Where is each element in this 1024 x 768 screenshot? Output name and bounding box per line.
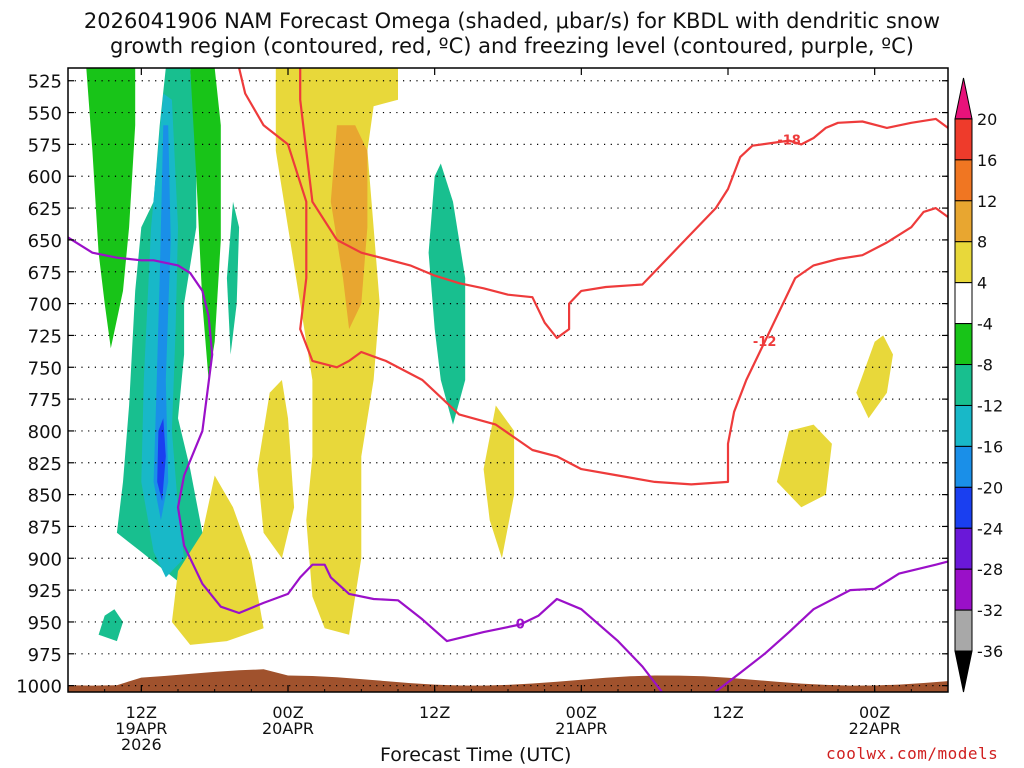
colorbar-label: -32 <box>977 601 1003 620</box>
omega-region-7 <box>190 68 221 380</box>
colorbar-swatch <box>954 282 973 325</box>
omega-region-4 <box>157 418 166 501</box>
contour-line-0 <box>68 236 948 692</box>
x-tick-label: 21APR <box>555 719 607 738</box>
colorbar-label: 8 <box>977 233 987 252</box>
colorbar-label: -8 <box>977 356 993 375</box>
contour-layer: 0 -12 -18 <box>68 68 948 692</box>
x-tick-label: 12Z <box>126 703 157 722</box>
colorbar: 20 16 12 8 4 -4 -8 -12 -16 -20 -24 -28 -32 -36 <box>954 77 1003 693</box>
chart-title-line-2: growth region (contoured, red, ºC) and f… <box>110 34 914 58</box>
y-tick-label: 975 <box>28 645 62 666</box>
y-tick-label: 750 <box>28 358 62 379</box>
y-tick-label: 550 <box>28 104 62 125</box>
colorbar-swatch <box>954 404 973 447</box>
colorbar-cap-bottom <box>954 650 973 693</box>
colorbar-label: 4 <box>977 274 987 293</box>
y-tick-label: 625 <box>28 199 62 220</box>
chart-title-line-1: 2026041906 NAM Forecast Omega (shaded, μ… <box>83 9 941 33</box>
x-axis-title: Forecast Time (UTC) <box>380 744 572 766</box>
y-tick-label: 700 <box>28 295 62 316</box>
colorbar-swatch <box>954 527 973 570</box>
contour-label-1: -12 <box>753 335 777 350</box>
terrain-fill <box>68 669 948 692</box>
colorbar-label: -4 <box>977 315 993 334</box>
omega-region-16 <box>171 475 264 645</box>
x-tick-label: 20APR <box>262 719 314 738</box>
colorbar-label: -20 <box>977 478 1003 497</box>
y-tick-label: 775 <box>28 390 62 411</box>
y-tick-label: 900 <box>28 549 62 570</box>
y-tick-label: 925 <box>28 581 62 602</box>
contour-line-1 <box>238 68 948 486</box>
omega-region-20 <box>856 335 893 419</box>
contour-label-2: -18 <box>777 134 801 149</box>
colorbar-swatch <box>954 118 973 161</box>
colorbar-label: -12 <box>977 396 1003 415</box>
colorbar-swatch <box>954 241 973 284</box>
colorbar-swatch <box>954 200 973 243</box>
y-tick-label: 800 <box>28 422 62 443</box>
omega-region-19 <box>776 424 832 508</box>
y-tick-label: 1000 <box>16 677 62 698</box>
omega-region-0 <box>86 68 136 349</box>
y-tick-label: 600 <box>28 167 62 188</box>
y-tick-label: 850 <box>28 486 62 507</box>
y-tick-label: 825 <box>28 454 62 475</box>
x-tick-label: 2026 <box>121 735 162 754</box>
colorbar-label: 12 <box>977 192 997 211</box>
x-tick-label: 12Z <box>419 703 450 722</box>
colorbar-swatch <box>954 486 973 529</box>
omega-region-18 <box>483 405 515 559</box>
colorbar-swatch <box>954 323 973 366</box>
omega-region-12 <box>1003 240 1024 437</box>
y-tick-label: 575 <box>28 135 62 156</box>
colorbar-swatch <box>954 568 973 611</box>
omega-shading-layer <box>86 68 1024 645</box>
colorbar-swatch <box>954 445 973 488</box>
colorbar-label: -16 <box>977 437 1003 456</box>
colorbar-cap-top <box>954 77 973 120</box>
x-tick-label: 00Z <box>859 703 890 722</box>
y-tick-label: 675 <box>28 263 62 284</box>
x-tick-label: 00Z <box>566 703 597 722</box>
y-tick-label: 950 <box>28 613 62 634</box>
y-tick-label: 650 <box>28 231 62 252</box>
colorbar-label: -36 <box>977 642 1003 661</box>
colorbar-label: -24 <box>977 519 1003 538</box>
omega-region-8 <box>428 163 466 425</box>
terrain-layer <box>68 669 948 692</box>
colorbar-label: 20 <box>977 110 997 129</box>
omega-region-15 <box>330 125 368 330</box>
omega-region-3 <box>153 125 171 521</box>
colorbar-swatch <box>954 609 973 652</box>
contour-line-2 <box>299 68 948 340</box>
omega-region-5 <box>98 609 123 642</box>
y-tick-label: 875 <box>28 517 62 538</box>
x-tick-label: 22APR <box>849 719 901 738</box>
contour-label-0: 0 <box>516 618 525 633</box>
colorbar-label: -28 <box>977 560 1003 579</box>
x-tick-label: 12Z <box>712 703 743 722</box>
colorbar-swatch <box>954 159 973 202</box>
colorbar-label: 16 <box>977 151 997 170</box>
x-tick-label: 00Z <box>272 703 303 722</box>
colorbar-swatch <box>954 364 973 406</box>
omega-region-17 <box>257 380 295 559</box>
x-tick-label: 19APR <box>115 719 167 738</box>
y-tick-label: 525 <box>28 72 62 93</box>
axes-layer: 525 550 575 600 625 650 675 700 725 750 775 800 825 8… <box>16 67 949 754</box>
y-tick-label: 725 <box>28 326 62 347</box>
omega-region-6 <box>226 201 240 355</box>
site-credit[interactable]: coolwx.com/models <box>826 744 999 763</box>
